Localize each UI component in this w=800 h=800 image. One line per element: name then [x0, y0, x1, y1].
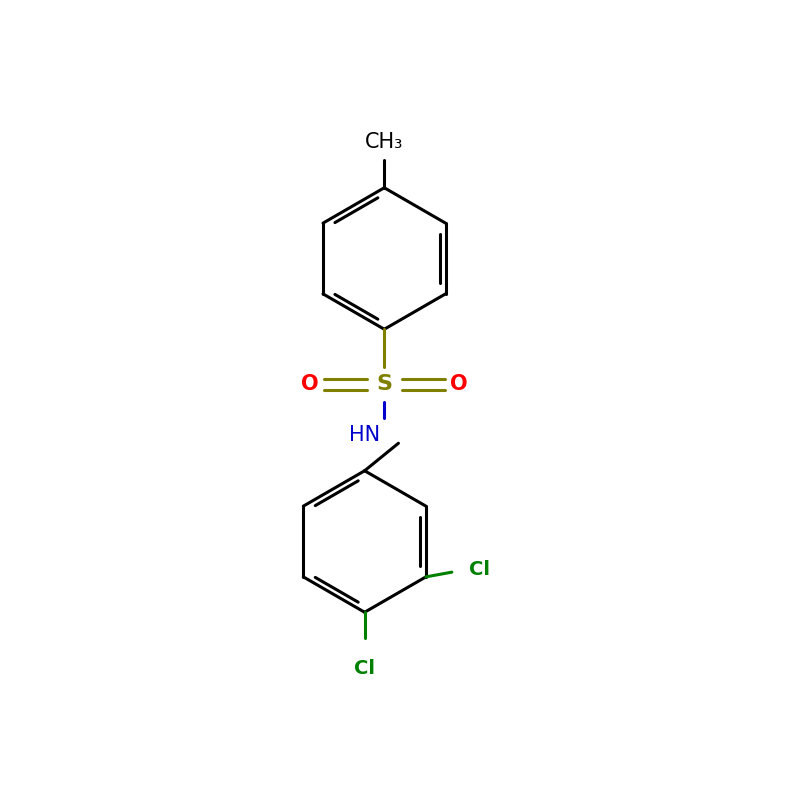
Text: O: O: [301, 374, 318, 394]
Text: HN: HN: [349, 426, 380, 446]
Text: S: S: [376, 374, 392, 394]
Text: O: O: [450, 374, 468, 394]
Text: Cl: Cl: [354, 659, 375, 678]
Text: Cl: Cl: [469, 559, 490, 578]
Text: CH₃: CH₃: [365, 132, 403, 152]
